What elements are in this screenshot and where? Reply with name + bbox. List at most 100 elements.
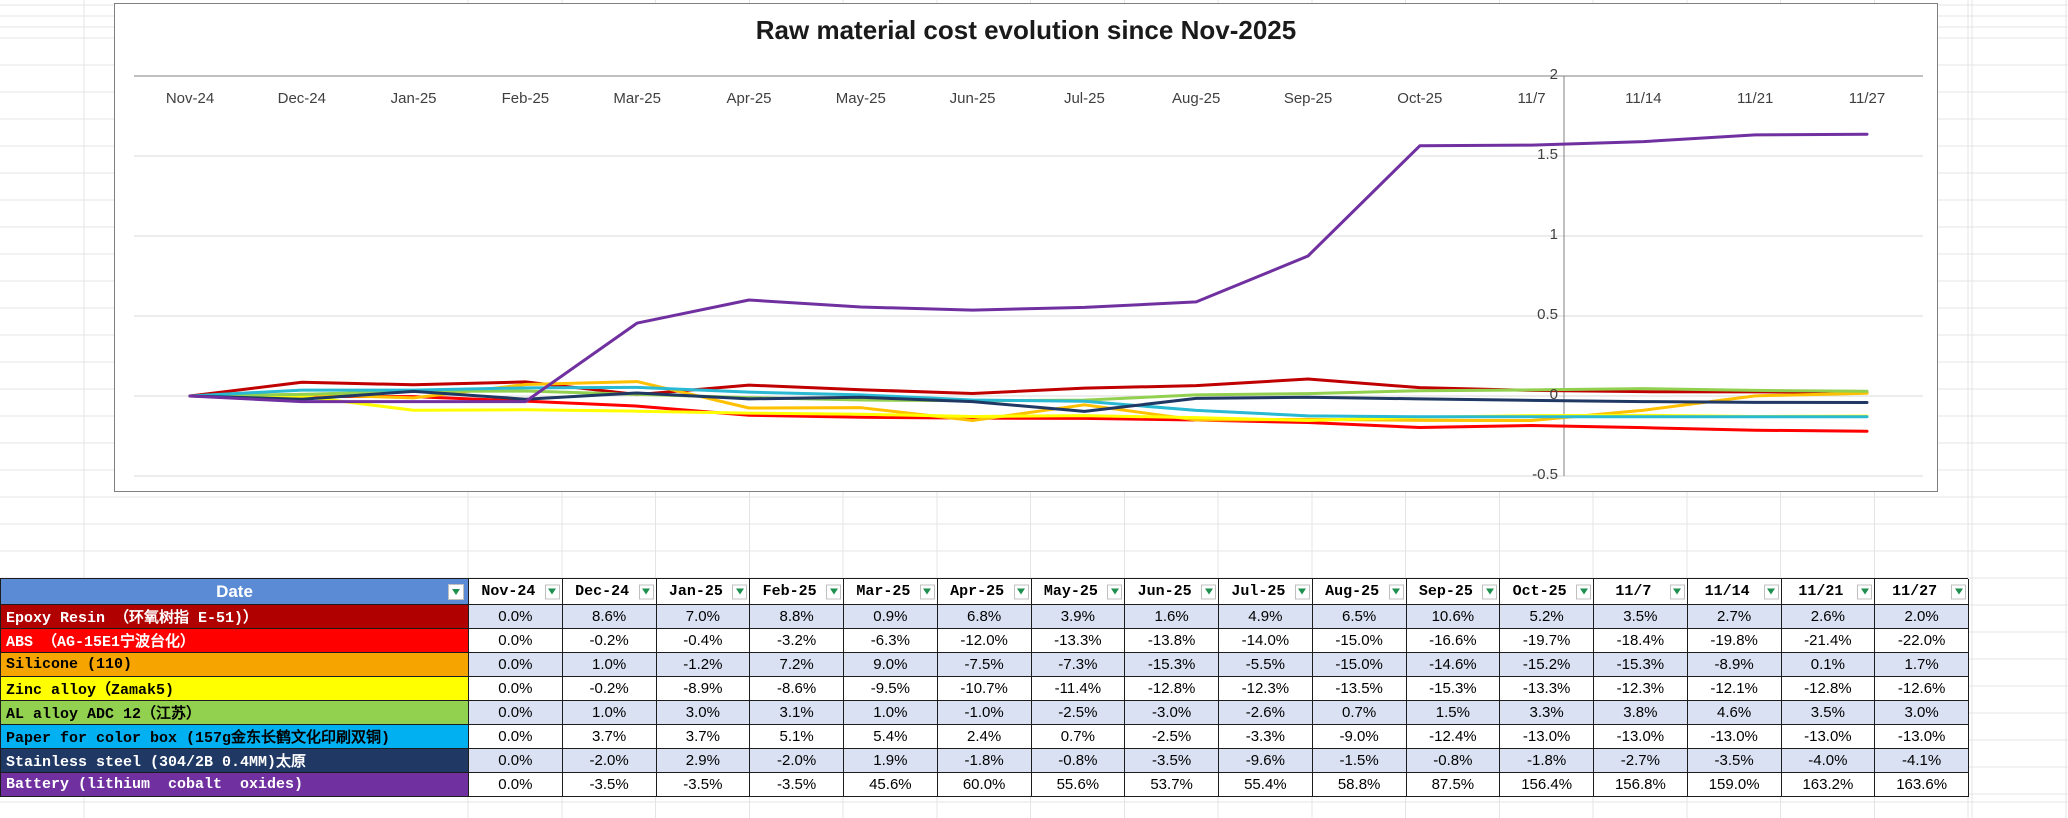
filter-dropdown-icon[interactable] <box>544 584 560 599</box>
value-cell[interactable]: -4.1% <box>1875 749 1969 773</box>
value-cell[interactable]: -2.5% <box>1031 701 1126 725</box>
value-cell[interactable]: 0.0% <box>469 605 563 629</box>
column-header-cell[interactable]: 11/21 <box>1781 579 1876 605</box>
value-cell[interactable]: -1.8% <box>937 749 1032 773</box>
column-header-cell[interactable]: May-25 <box>1031 579 1126 605</box>
value-cell[interactable]: -2.6% <box>1219 701 1313 725</box>
filter-dropdown-icon[interactable] <box>1857 584 1873 599</box>
value-cell[interactable]: 2.4% <box>937 725 1032 749</box>
value-cell[interactable]: -1.2% <box>656 653 751 677</box>
value-cell[interactable]: -10.7% <box>937 677 1032 701</box>
value-cell[interactable]: -15.2% <box>1500 653 1594 677</box>
value-cell[interactable]: -3.0% <box>1125 701 1219 725</box>
value-cell[interactable]: 7.0% <box>656 605 751 629</box>
value-cell[interactable]: 156.8% <box>1594 773 1688 797</box>
value-cell[interactable]: -13.0% <box>1875 725 1969 749</box>
value-cell[interactable]: -11.4% <box>1031 677 1126 701</box>
value-cell[interactable]: 2.6% <box>1781 605 1876 629</box>
value-cell[interactable]: -8.6% <box>750 677 844 701</box>
value-cell[interactable]: 3.9% <box>1031 605 1126 629</box>
column-header-cell[interactable]: Nov-24 <box>469 579 563 605</box>
value-cell[interactable]: -3.5% <box>750 773 844 797</box>
value-cell[interactable]: -13.0% <box>1594 725 1688 749</box>
value-cell[interactable]: 2.9% <box>656 749 751 773</box>
value-cell[interactable]: 58.8% <box>1312 773 1407 797</box>
value-cell[interactable]: -13.0% <box>1500 725 1594 749</box>
row-label-cell[interactable]: Epoxy Resin （环氧树指 E-51)） <box>1 605 469 629</box>
value-cell[interactable]: -8.9% <box>656 677 751 701</box>
value-cell[interactable]: -0.8% <box>1031 749 1126 773</box>
filter-dropdown-icon[interactable] <box>1763 584 1779 599</box>
value-cell[interactable]: -13.3% <box>1500 677 1594 701</box>
value-cell[interactable]: -3.5% <box>1687 749 1782 773</box>
value-cell[interactable]: -19.7% <box>1500 629 1594 653</box>
column-header-cell[interactable]: Dec-24 <box>562 579 657 605</box>
date-header-cell[interactable]: Date <box>1 579 469 605</box>
value-cell[interactable]: -15.3% <box>1406 677 1501 701</box>
value-cell[interactable]: -19.8% <box>1687 629 1782 653</box>
column-header-cell[interactable]: Mar-25 <box>844 579 938 605</box>
value-cell[interactable]: -21.4% <box>1781 629 1876 653</box>
value-cell[interactable]: 6.5% <box>1312 605 1407 629</box>
row-label-cell[interactable]: Zinc alloy（Zamak5) <box>1 677 469 701</box>
value-cell[interactable]: -15.0% <box>1312 629 1407 653</box>
value-cell[interactable]: 0.0% <box>469 749 563 773</box>
row-label-cell[interactable]: Silicone (110) <box>1 653 469 677</box>
value-cell[interactable]: -14.0% <box>1219 629 1313 653</box>
filter-dropdown-icon[interactable] <box>1482 584 1498 599</box>
value-cell[interactable]: -9.5% <box>844 677 938 701</box>
row-label-cell[interactable]: Battery (lithium cobalt oxides) <box>1 773 469 797</box>
value-cell[interactable]: 0.9% <box>844 605 938 629</box>
column-header-cell[interactable]: 11/27 <box>1875 579 1969 605</box>
value-cell[interactable]: 0.7% <box>1312 701 1407 725</box>
value-cell[interactable]: 8.6% <box>562 605 657 629</box>
value-cell[interactable]: -15.3% <box>1594 653 1688 677</box>
filter-dropdown-icon[interactable] <box>919 584 935 599</box>
value-cell[interactable]: -9.6% <box>1219 749 1313 773</box>
value-cell[interactable]: 3.8% <box>1594 701 1688 725</box>
column-header-cell[interactable]: 11/7 <box>1594 579 1688 605</box>
value-cell[interactable]: 0.0% <box>469 653 563 677</box>
filter-dropdown-icon[interactable] <box>1576 584 1591 599</box>
value-cell[interactable]: -13.8% <box>1125 629 1219 653</box>
value-cell[interactable]: -2.0% <box>562 749 657 773</box>
value-cell[interactable]: 55.4% <box>1219 773 1313 797</box>
filter-dropdown-icon[interactable] <box>1013 584 1029 599</box>
value-cell[interactable]: -6.3% <box>844 629 938 653</box>
value-cell[interactable]: 10.6% <box>1406 605 1501 629</box>
value-cell[interactable]: -12.8% <box>1781 677 1876 701</box>
value-cell[interactable]: -12.8% <box>1125 677 1219 701</box>
value-cell[interactable]: -1.8% <box>1500 749 1594 773</box>
value-cell[interactable]: 1.0% <box>844 701 938 725</box>
value-cell[interactable]: 60.0% <box>937 773 1032 797</box>
value-cell[interactable]: 3.7% <box>656 725 751 749</box>
filter-dropdown-icon[interactable] <box>732 584 748 599</box>
value-cell[interactable]: 3.0% <box>1875 701 1969 725</box>
value-cell[interactable]: -13.5% <box>1312 677 1407 701</box>
value-cell[interactable]: 3.3% <box>1500 701 1594 725</box>
value-cell[interactable]: 2.0% <box>1875 605 1969 629</box>
value-cell[interactable]: 3.1% <box>750 701 844 725</box>
value-cell[interactable]: 5.2% <box>1500 605 1594 629</box>
value-cell[interactable]: -13.0% <box>1687 725 1782 749</box>
value-cell[interactable]: -1.5% <box>1312 749 1407 773</box>
value-cell[interactable]: 156.4% <box>1500 773 1594 797</box>
value-cell[interactable]: 0.0% <box>469 629 563 653</box>
value-cell[interactable]: -18.4% <box>1594 629 1688 653</box>
value-cell[interactable]: 0.0% <box>469 773 563 797</box>
value-cell[interactable]: 4.9% <box>1219 605 1313 629</box>
column-header-cell[interactable]: Apr-25 <box>937 579 1032 605</box>
value-cell[interactable]: -22.0% <box>1875 629 1969 653</box>
chart-object[interactable]: Raw material cost evolution since Nov-20… <box>114 3 1938 492</box>
column-header-cell[interactable]: Jul-25 <box>1219 579 1313 605</box>
value-cell[interactable]: -3.2% <box>750 629 844 653</box>
value-cell[interactable]: -7.3% <box>1031 653 1126 677</box>
value-cell[interactable]: -3.3% <box>1219 725 1313 749</box>
value-cell[interactable]: -3.5% <box>562 773 657 797</box>
value-cell[interactable]: 9.0% <box>844 653 938 677</box>
value-cell[interactable]: -9.0% <box>1312 725 1407 749</box>
value-cell[interactable]: 1.6% <box>1125 605 1219 629</box>
value-cell[interactable]: -14.6% <box>1406 653 1501 677</box>
value-cell[interactable]: -13.0% <box>1781 725 1876 749</box>
value-cell[interactable]: -13.3% <box>1031 629 1126 653</box>
